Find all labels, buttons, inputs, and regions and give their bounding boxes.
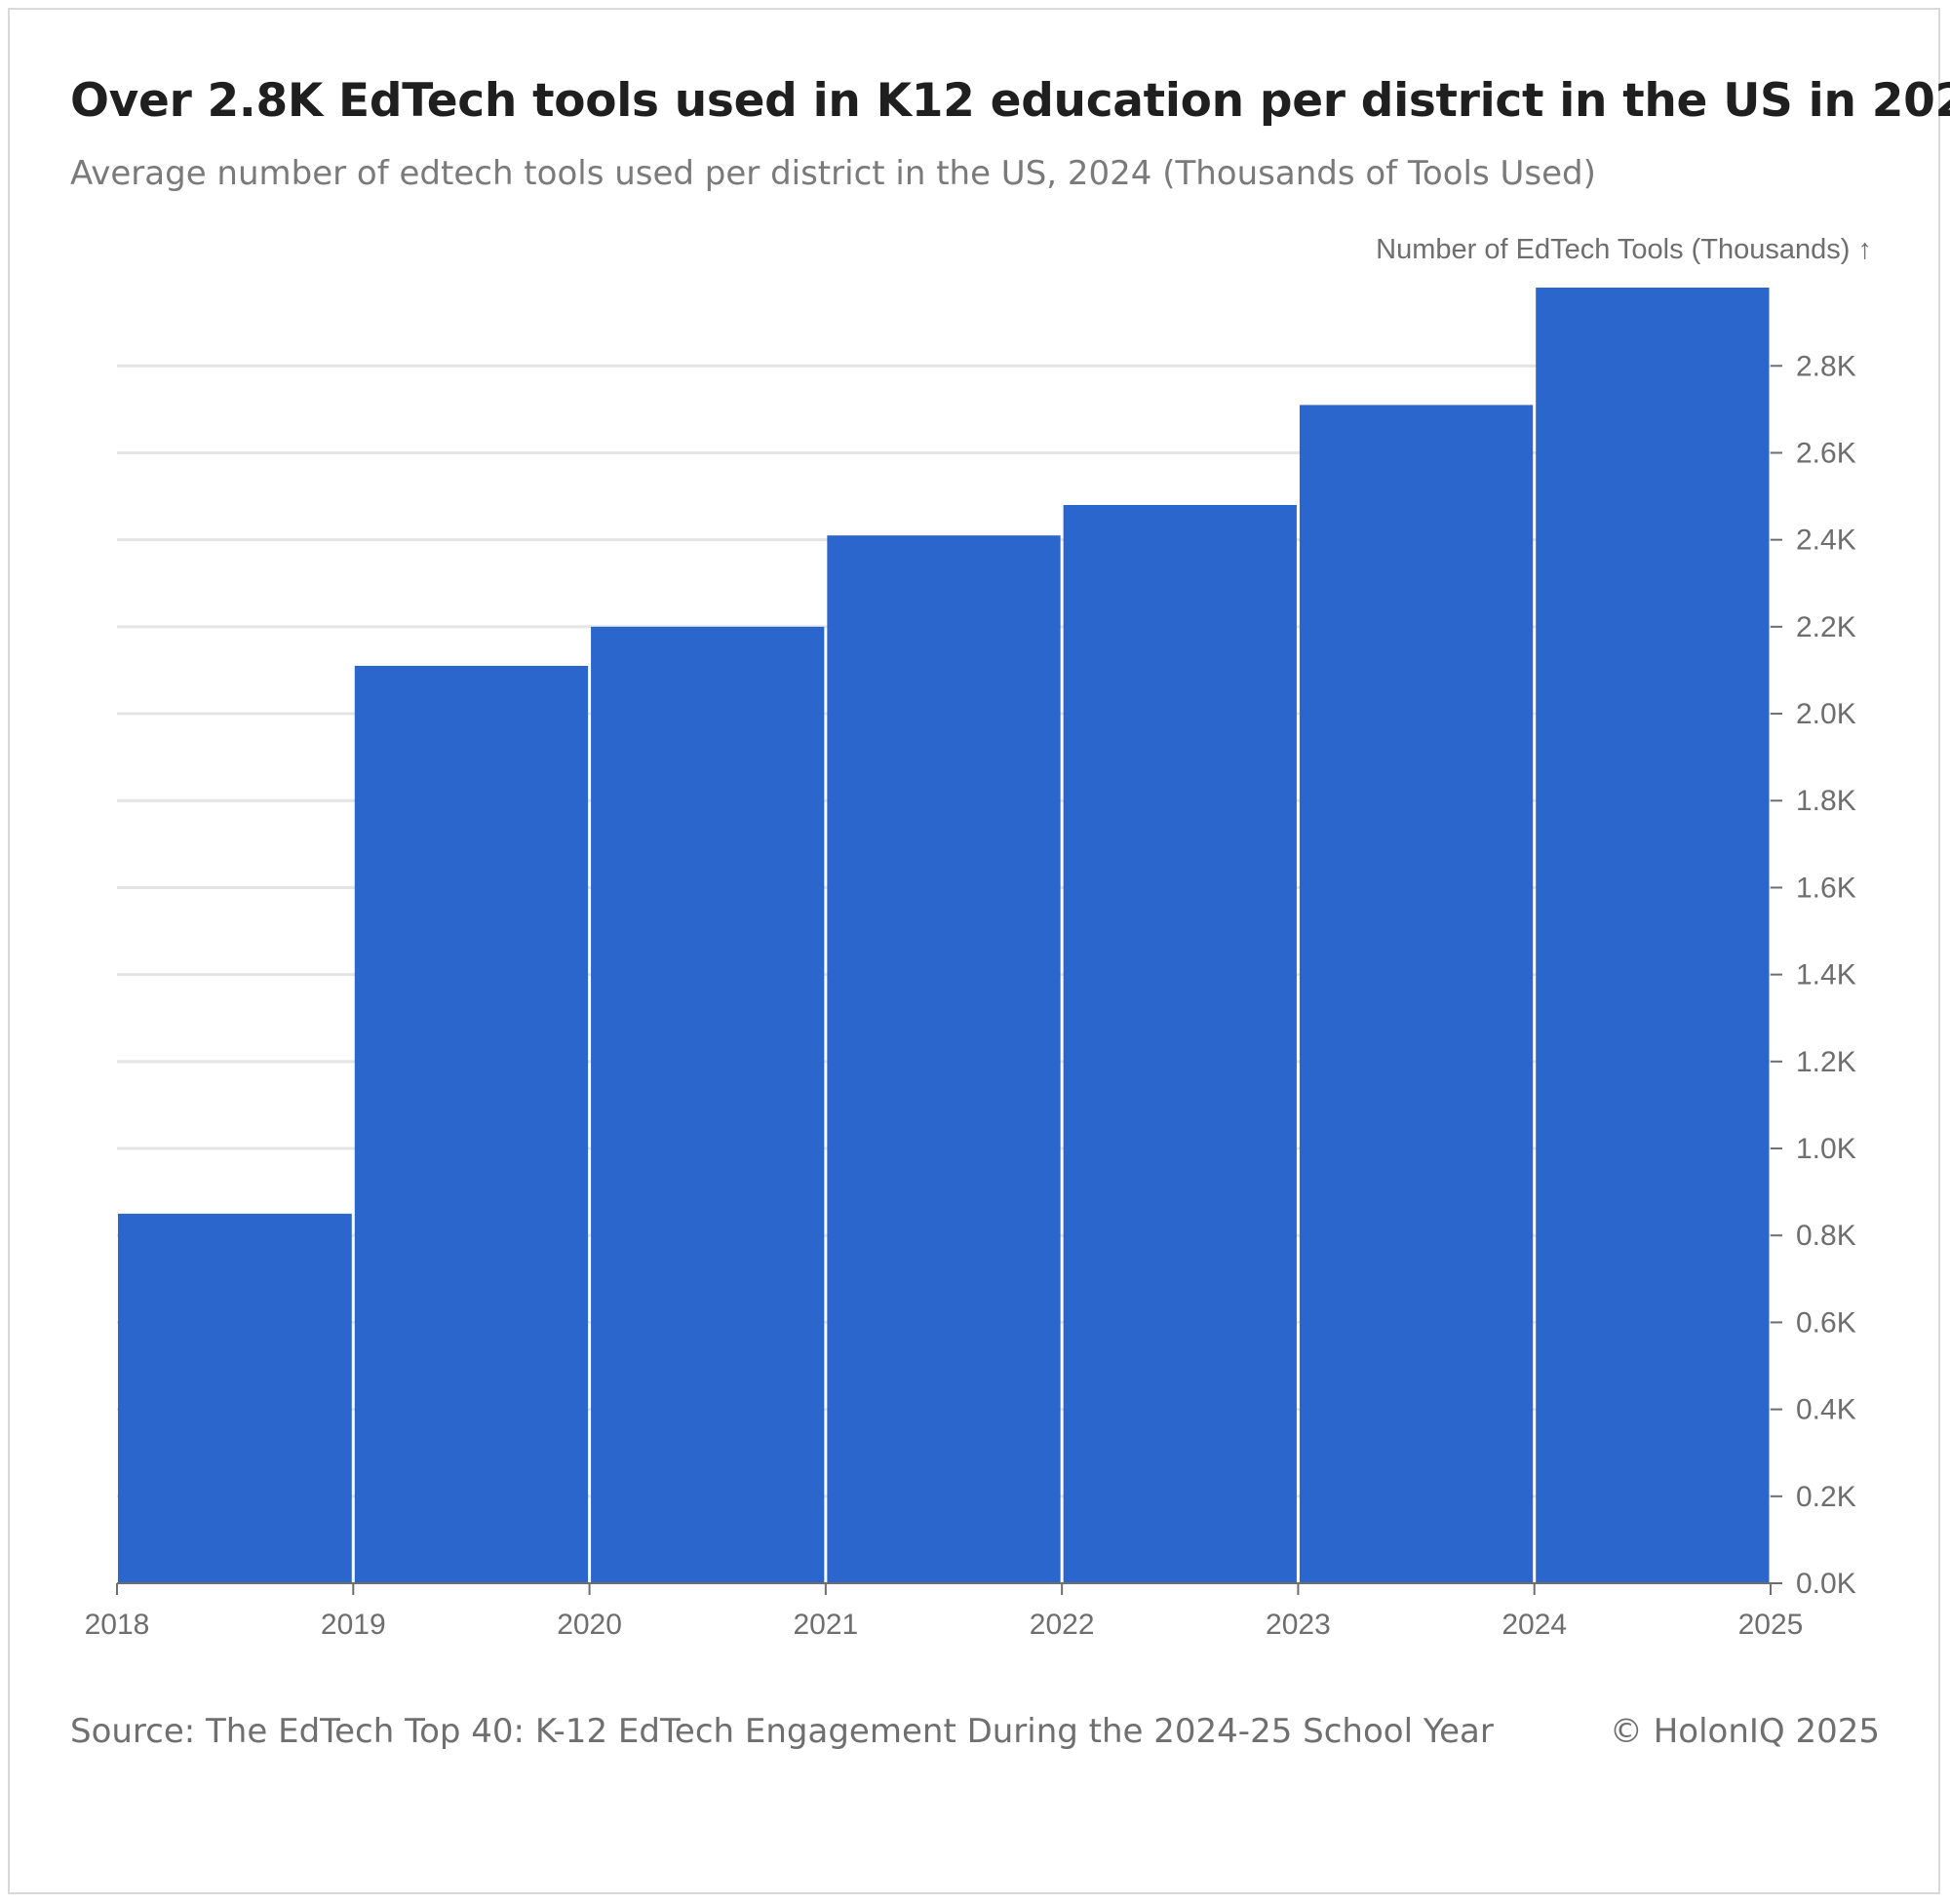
axes: 2018 2019 2020 2021 2022 2023 2024 2025 0.0K 0.2K… [85, 234, 1872, 1641]
y-tick-label: 1.6K [1796, 872, 1856, 904]
x-tick-label: 2019 [321, 1609, 386, 1641]
y-tick-label: 1.4K [1796, 959, 1856, 991]
y-tick-label: 2.0K [1796, 698, 1856, 730]
chart-title: Over 2.8K EdTech tools used in K12 educa… [70, 74, 1950, 128]
x-tick-label: 2025 [1738, 1609, 1804, 1641]
y-tick-label: 2.2K [1796, 611, 1856, 643]
y-tick-label: 0.6K [1796, 1306, 1856, 1339]
y-tick-label: 1.8K [1796, 785, 1856, 817]
bar-2024 [1536, 288, 1770, 1583]
x-tick-label: 2021 [793, 1609, 858, 1641]
y-tick-label: 2.8K [1796, 350, 1856, 382]
y-tick-label: 1.2K [1796, 1046, 1856, 1078]
y-tick-label: 0.4K [1796, 1394, 1856, 1426]
source-note: Source: The EdTech Top 40: K-12 EdTech E… [70, 1712, 1494, 1751]
x-tick-label: 2023 [1266, 1609, 1331, 1641]
copyright-note: © HolonIQ 2025 [1609, 1712, 1880, 1751]
y-tick-label: 0.0K [1796, 1568, 1856, 1600]
y-tick-label: 2.4K [1796, 525, 1856, 557]
bar-2023 [1299, 405, 1534, 1584]
y-axis-title: Number of EdTech Tools (Thousands) ↑ [1376, 234, 1872, 265]
bar-2022 [1063, 504, 1297, 1583]
y-tick-label: 2.6K [1796, 437, 1856, 469]
x-tick-label: 2022 [1030, 1609, 1095, 1641]
x-tick-label: 2018 [85, 1609, 150, 1641]
bar-2021 [827, 535, 1061, 1583]
x-tick-label: 2020 [557, 1609, 622, 1641]
chart-subtitle: Average number of edtech tools used per … [70, 154, 1596, 193]
y-tick-label: 1.0K [1796, 1133, 1856, 1165]
x-tick-label: 2024 [1502, 1609, 1567, 1641]
y-tick-label: 0.8K [1796, 1220, 1856, 1252]
bar-2019 [354, 665, 589, 1583]
bar-2018 [118, 1213, 352, 1583]
bar-2020 [591, 626, 825, 1583]
bars [118, 288, 1770, 1584]
y-tick-label: 0.2K [1796, 1481, 1856, 1513]
